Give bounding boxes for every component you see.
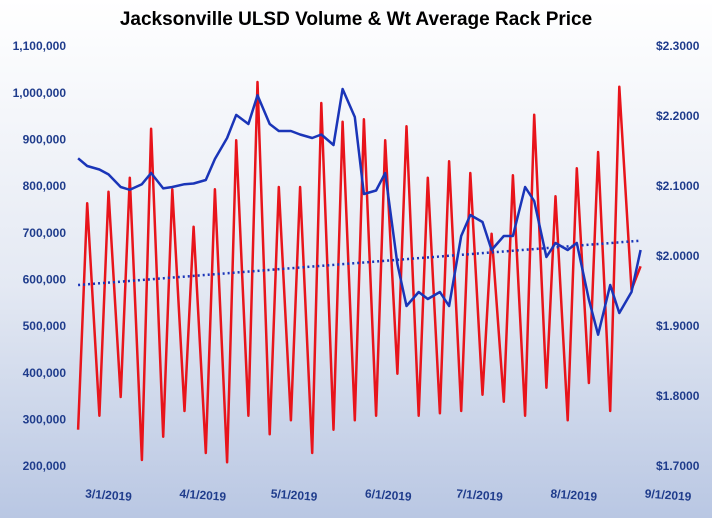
trend-line: [77, 239, 641, 287]
y-tick-label: 500,000: [23, 319, 67, 333]
y2-tick-label: $2.1000: [656, 179, 700, 193]
x-tick-label: 9/1/2019: [644, 487, 692, 504]
y-tick-label: 900,000: [23, 133, 67, 147]
x-tick-label: 5/1/2019: [270, 487, 318, 504]
y-tick-label: 700,000: [23, 226, 67, 240]
y2-tick-label: $2.2000: [656, 109, 700, 123]
y-tick-label: 300,000: [23, 413, 67, 427]
y2-tick-label: $1.9000: [656, 319, 700, 333]
y-tick-label: 1,000,000: [13, 86, 67, 100]
x-tick-label: 3/1/2019: [85, 487, 133, 504]
x-tick-label: 4/1/2019: [179, 487, 227, 504]
y2-tick-label: $2.3000: [656, 39, 700, 53]
x-tick-label: 6/1/2019: [365, 487, 413, 504]
series-line: [77, 87, 642, 336]
y-tick-label: 400,000: [23, 366, 67, 380]
y-tick-label: 200,000: [23, 459, 67, 473]
chart-title: Jacksonville ULSD Volume & Wt Average Ra…: [120, 9, 592, 30]
x-tick-label: 8/1/2019: [550, 487, 598, 504]
y-tick-label: 600,000: [23, 273, 67, 287]
x-tick-label: 7/1/2019: [456, 487, 504, 504]
y2-tick-label: $1.7000: [656, 459, 700, 473]
series-line: [76, 80, 642, 464]
y-tick-label: 1,100,000: [13, 39, 67, 53]
y2-tick-label: $1.8000: [656, 389, 700, 403]
y-tick-label: 800,000: [23, 179, 67, 193]
y2-tick-label: $2.0000: [656, 249, 700, 263]
